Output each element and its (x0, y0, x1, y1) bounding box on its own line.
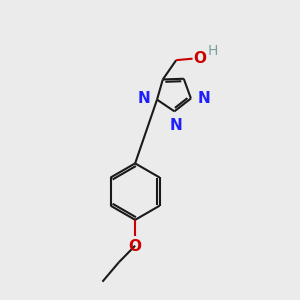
Text: H: H (208, 44, 218, 58)
Text: N: N (169, 118, 182, 133)
Text: N: N (197, 91, 210, 106)
Text: O: O (194, 51, 207, 66)
Text: N: N (138, 91, 151, 106)
Text: O: O (129, 238, 142, 253)
